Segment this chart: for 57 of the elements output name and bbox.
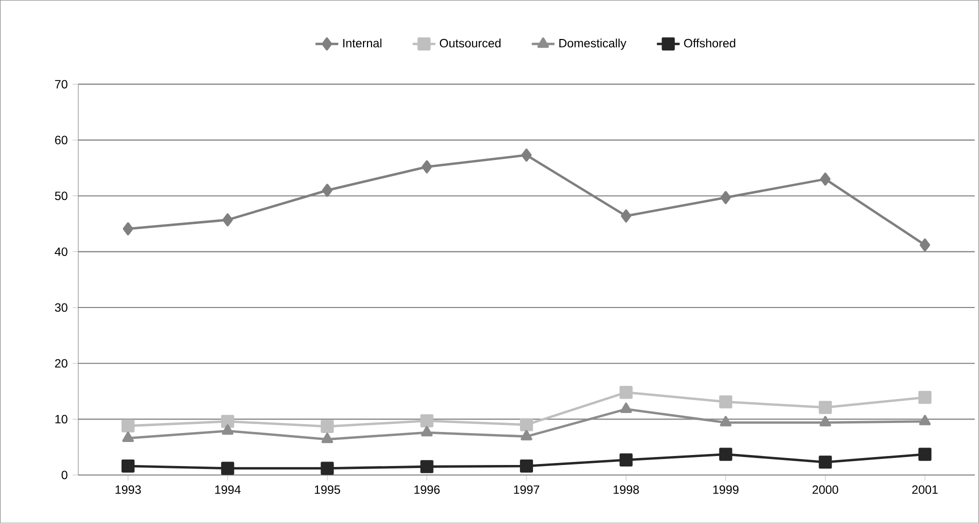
point <box>719 395 732 408</box>
y-tick-label: 0 <box>62 470 68 480</box>
x-tick-label: 1997 <box>514 485 540 494</box>
point <box>520 459 534 472</box>
point <box>918 390 932 404</box>
point <box>818 456 832 469</box>
y-tick-label: 60 <box>55 136 68 144</box>
y-tick-label: 70 <box>55 80 68 88</box>
point <box>320 462 334 475</box>
point <box>320 420 334 433</box>
point <box>620 209 632 222</box>
point <box>222 213 233 226</box>
point <box>521 148 532 162</box>
legend-label: Domestically <box>559 38 626 50</box>
point <box>421 426 433 436</box>
legend-label: Outsourced <box>440 38 500 48</box>
point <box>420 414 434 428</box>
x-tick-label: 2001 <box>912 485 938 494</box>
point <box>720 190 731 204</box>
x-tick-label: 1996 <box>414 485 440 494</box>
x-tick-label: 1995 <box>314 485 340 494</box>
point <box>918 448 932 461</box>
y-tick-label: 20 <box>55 358 68 368</box>
point <box>820 416 832 426</box>
point <box>720 416 732 426</box>
x-tick-label: 2000 <box>812 485 838 494</box>
point <box>122 419 135 432</box>
x-tick-label: 1999 <box>713 485 738 494</box>
legend-label: Offshored <box>684 38 736 48</box>
point <box>520 430 532 440</box>
point <box>520 418 534 432</box>
point <box>322 184 332 197</box>
point <box>122 432 134 442</box>
point <box>321 432 334 444</box>
legend-label: Internal <box>343 38 382 48</box>
point <box>820 172 831 186</box>
x-tick-label: 1993 <box>116 485 141 494</box>
point <box>222 424 234 435</box>
point <box>620 386 633 399</box>
point <box>221 462 234 475</box>
y-tick-label: 10 <box>55 414 68 424</box>
point <box>719 448 732 461</box>
y-tick-label: 30 <box>54 303 68 312</box>
point <box>122 222 134 236</box>
point <box>422 160 432 174</box>
point <box>919 414 931 426</box>
x-tick-label: 1998 <box>614 485 639 494</box>
point <box>620 402 632 413</box>
x-tick-label: 1994 <box>215 485 241 494</box>
point <box>420 460 434 474</box>
point <box>620 453 633 466</box>
point <box>221 414 234 428</box>
point <box>122 459 135 472</box>
y-tick-label: 50 <box>54 192 68 200</box>
point <box>920 238 930 252</box>
y-tick-label: 40 <box>54 247 68 256</box>
point <box>818 400 832 414</box>
